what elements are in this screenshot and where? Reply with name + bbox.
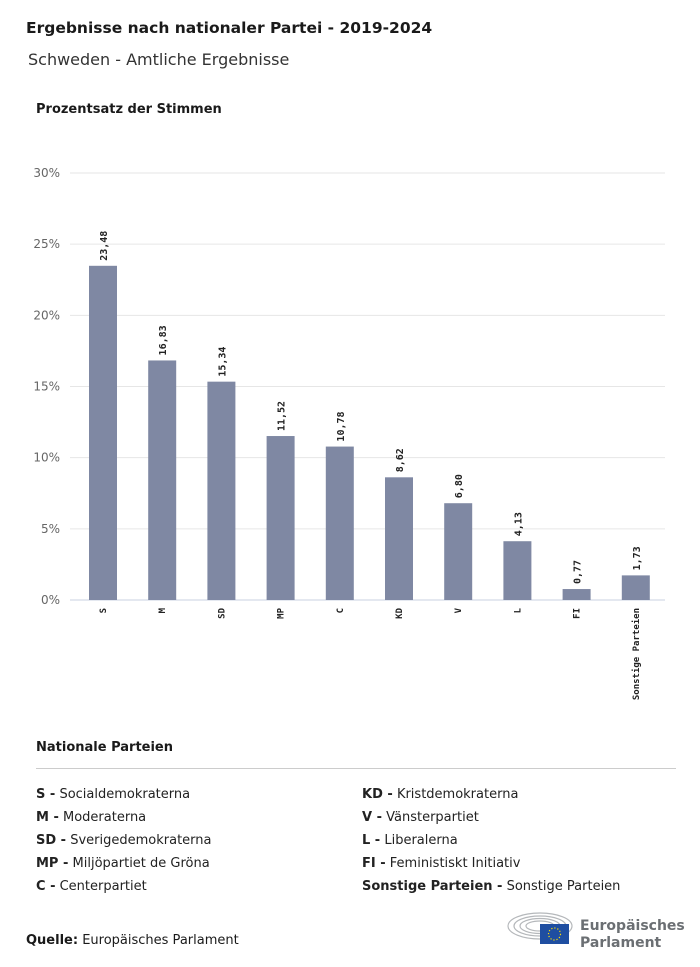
legend-item: C - Centerpartiet — [36, 879, 147, 894]
x-tick-label: KD — [395, 607, 405, 618]
data-label: 4,13 — [513, 512, 524, 536]
x-tick-label: V — [454, 607, 464, 613]
legend-item: SD - Sverigedemokraterna — [36, 833, 212, 848]
y-tick-label: 15% — [33, 380, 60, 394]
data-label: 10,78 — [336, 411, 347, 441]
bar — [325, 446, 354, 600]
chart-subtitle: Schweden - Amtliche Ergebnisse — [28, 50, 290, 69]
source-label: Quelle: — [26, 933, 79, 948]
legend-abbr: KD - — [362, 787, 393, 802]
y-tick-label: 25% — [33, 237, 60, 251]
bar — [444, 503, 473, 600]
logo-text: Europäisches Parlament — [580, 918, 685, 952]
x-tick-label: MP — [277, 607, 287, 618]
legend-item: L - Liberalerna — [362, 833, 458, 848]
legend-abbr: C - — [36, 879, 56, 894]
legend-abbr: Sonstige Parteien - — [362, 879, 503, 894]
legend-abbr: S - — [36, 787, 56, 802]
legend-abbr: M - — [36, 810, 59, 825]
data-label: 16,83 — [158, 325, 169, 355]
data-label: 15,34 — [217, 347, 228, 377]
legend-divider — [36, 768, 676, 769]
legend-name: Centerpartiet — [59, 879, 147, 894]
y-tick-label: 5% — [41, 522, 60, 536]
legend-item: V - Vänsterpartiet — [362, 810, 479, 825]
logo-line-1: Europäisches — [580, 918, 685, 934]
bar — [266, 436, 295, 600]
data-label: 6,80 — [454, 474, 465, 498]
chart-title: Ergebnisse nach nationaler Partei - 2019… — [26, 19, 433, 37]
legend-item: S - Socialdemokraterna — [36, 787, 190, 802]
x-tick-label: FI — [573, 608, 583, 619]
legend-abbr: MP - — [36, 856, 69, 871]
bar — [89, 265, 117, 600]
data-label: 11,52 — [277, 401, 288, 431]
bar — [385, 477, 413, 600]
x-tick-label: C — [336, 608, 346, 613]
data-label: 8,62 — [395, 448, 406, 472]
data-label: 0,77 — [573, 560, 584, 584]
bar — [148, 360, 177, 600]
legend-name: Sverigedemokraterna — [70, 833, 212, 848]
source-value: Europäisches Parlament — [82, 933, 239, 948]
source: Quelle: Europäisches Parlament — [26, 933, 239, 948]
bar — [207, 381, 236, 600]
legend-name: Socialdemokraterna — [59, 787, 191, 802]
x-tick-label: SD — [217, 607, 227, 618]
legend-name: Liberalerna — [384, 833, 458, 848]
x-tick-label: L — [513, 607, 523, 613]
european-parliament-logo — [507, 912, 573, 944]
x-tick-label: Sonstige Parteien — [631, 608, 642, 700]
bar — [503, 541, 532, 600]
y-tick-label: 30% — [33, 166, 60, 180]
bar — [621, 575, 650, 600]
legend-item: MP - Miljöpartiet de Gröna — [36, 856, 210, 871]
legend-item: KD - Kristdemokraterna — [362, 787, 518, 802]
logo-line-2: Parlament — [580, 935, 662, 951]
y-tick-label: 0% — [41, 593, 60, 607]
legend-abbr: SD - — [36, 833, 67, 848]
bar-chart: 0% 5% 10% 15% 20% 25% 30% 23,48 S 16,83 M 15,34 SD 11… — [33, 166, 665, 700]
legend-abbr: L - — [362, 833, 381, 848]
data-label: 1,73 — [632, 546, 643, 570]
legend-abbr: FI - — [362, 856, 386, 871]
y-axis-label: Prozentsatz der Stimmen — [36, 102, 222, 117]
data-label: 23,48 — [99, 231, 110, 261]
legend-item: Sonstige Parteien - Sonstige Parteien — [362, 879, 620, 894]
legend-name: Moderaterna — [63, 810, 147, 825]
legend-name: Feministiskt Initiativ — [389, 856, 521, 871]
y-tick-label: 20% — [33, 308, 60, 322]
legend-title: Nationale Parteien — [36, 740, 174, 755]
x-tick-label: S — [99, 608, 109, 613]
legend-name: Vänsterpartiet — [386, 810, 479, 825]
legend-abbr: V - — [362, 810, 382, 825]
legend-name: Miljöpartiet de Gröna — [72, 856, 210, 871]
y-tick-label: 10% — [33, 451, 60, 465]
legend-name: Sonstige Parteien — [506, 879, 621, 894]
bar — [562, 589, 591, 600]
legend-item: M - Moderaterna — [36, 810, 146, 825]
legend-name: Kristdemokraterna — [396, 787, 519, 802]
legend-item: FI - Feministiskt Initiativ — [362, 856, 520, 871]
x-tick-label: M — [158, 607, 168, 613]
